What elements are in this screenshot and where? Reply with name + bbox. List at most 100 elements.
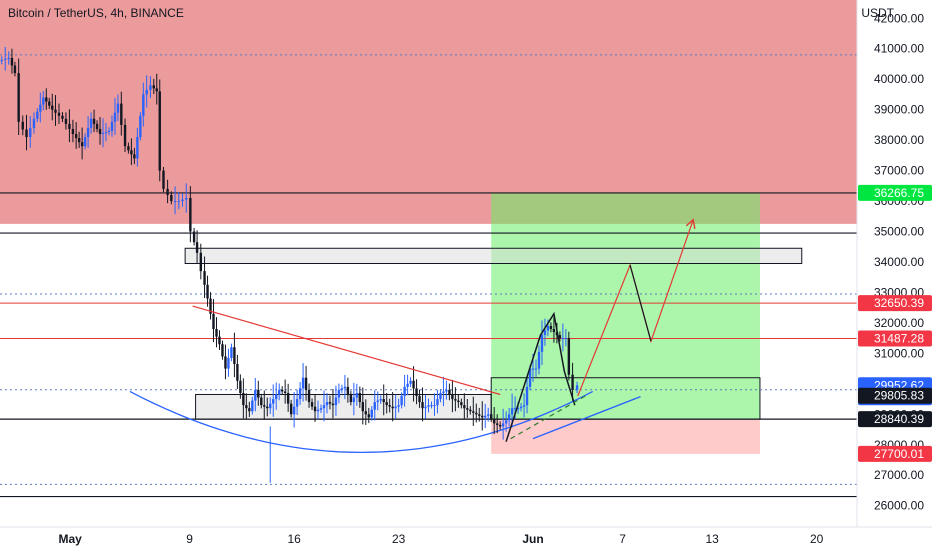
time-tick-label: 13 — [705, 532, 719, 546]
candle-body — [469, 409, 472, 412]
candle-body — [80, 142, 84, 147]
candle-body — [412, 380, 415, 389]
price-tick-label: 34000.00 — [874, 255, 924, 269]
candle-body — [83, 137, 87, 147]
price-tick-label: 37000.00 — [874, 164, 924, 178]
candle-body — [236, 364, 239, 381]
candle-body — [155, 88, 158, 92]
candle-body — [349, 394, 353, 403]
candle-body — [142, 94, 145, 116]
price-tick-label: 27000.00 — [874, 468, 924, 482]
candle-body — [221, 344, 224, 357]
candle-body — [110, 121, 114, 131]
price-tick-label: 39000.00 — [874, 103, 924, 117]
candle-body — [304, 377, 308, 390]
candle-body — [61, 115, 64, 119]
candle-body — [522, 405, 526, 407]
time-tick-label: 7 — [619, 532, 626, 546]
candle-body — [98, 128, 102, 135]
candle-body — [95, 123, 99, 129]
candle-body — [269, 403, 272, 409]
candle-body — [552, 328, 556, 333]
candle-body — [292, 406, 296, 415]
zone-stop — [491, 419, 760, 454]
price-label-text: 27700.01 — [874, 447, 924, 461]
candle-body — [257, 389, 260, 398]
candle-body — [337, 389, 341, 398]
candle-body — [571, 374, 574, 390]
candle-body — [170, 194, 173, 202]
candle-body — [358, 392, 362, 403]
time-axis-panel — [0, 527, 932, 550]
price-label-text: 29805.83 — [874, 389, 924, 403]
price-tick-label: 38000.00 — [874, 133, 924, 147]
candle-body — [421, 402, 424, 409]
time-tick-label: 16 — [287, 532, 301, 546]
candle-body — [113, 112, 117, 122]
candle-body — [334, 397, 338, 406]
candle-body — [48, 101, 51, 106]
candle-body — [275, 394, 278, 400]
price-label-36266-75: 36266.75 — [858, 184, 932, 201]
candle-body — [215, 328, 218, 337]
candle-body — [192, 231, 196, 243]
candle-body — [442, 391, 445, 393]
candle-body — [510, 408, 514, 415]
zone-range-box — [195, 393, 492, 420]
candle-body — [403, 386, 406, 397]
candle-body — [36, 111, 39, 119]
price-tick-label: 32000.00 — [874, 316, 924, 330]
price-tick-label: 42000.00 — [874, 11, 924, 25]
price-label-text: 31487.28 — [874, 332, 924, 346]
candle-body — [328, 402, 332, 404]
candle-body — [528, 368, 532, 387]
candle-body — [433, 405, 436, 407]
candle-body — [310, 402, 314, 407]
candle-body — [77, 138, 81, 143]
candle-body — [370, 409, 373, 418]
candle-body — [451, 394, 454, 400]
price-label-text: 28840.39 — [874, 412, 924, 426]
candle-body — [454, 399, 457, 401]
candle-body — [39, 104, 42, 112]
candle-body — [263, 405, 266, 407]
price-label-bg — [858, 411, 932, 428]
currency-label: USDT — [861, 6, 894, 20]
candle-body — [415, 388, 418, 397]
candle-body — [307, 389, 311, 403]
candle-body — [543, 330, 547, 336]
candle-body — [490, 414, 493, 419]
candle-body — [133, 154, 136, 159]
time-tick-label: Jun — [522, 532, 543, 546]
candle-body — [104, 132, 108, 134]
candle-body — [445, 389, 448, 392]
candle-body — [487, 414, 490, 416]
candle-body — [123, 124, 127, 147]
candle-body — [51, 105, 54, 110]
candle-body — [561, 338, 565, 340]
candle-body — [162, 170, 165, 189]
candle-body — [364, 411, 367, 415]
candle-body — [277, 389, 281, 395]
candle-body — [260, 397, 263, 406]
candle-body — [251, 400, 254, 412]
candle-body — [498, 424, 502, 427]
candle-body — [224, 356, 227, 369]
candle-body — [501, 423, 505, 427]
price-label-bg — [858, 387, 932, 404]
candle-body — [266, 406, 269, 409]
candle-body — [218, 336, 221, 345]
candle-body — [242, 392, 245, 406]
candle-body — [152, 85, 155, 89]
candle-body — [391, 406, 394, 409]
candle-body — [388, 405, 391, 407]
price-label-bg — [858, 330, 932, 347]
candle-body — [531, 368, 535, 370]
candle-body — [534, 368, 538, 370]
candle-body — [397, 405, 400, 407]
candle-body — [206, 284, 209, 299]
price-label-text: 32650.39 — [874, 296, 924, 310]
price-tick-label: 31000.00 — [874, 346, 924, 360]
trendline-descending-trendline — [192, 305, 501, 396]
